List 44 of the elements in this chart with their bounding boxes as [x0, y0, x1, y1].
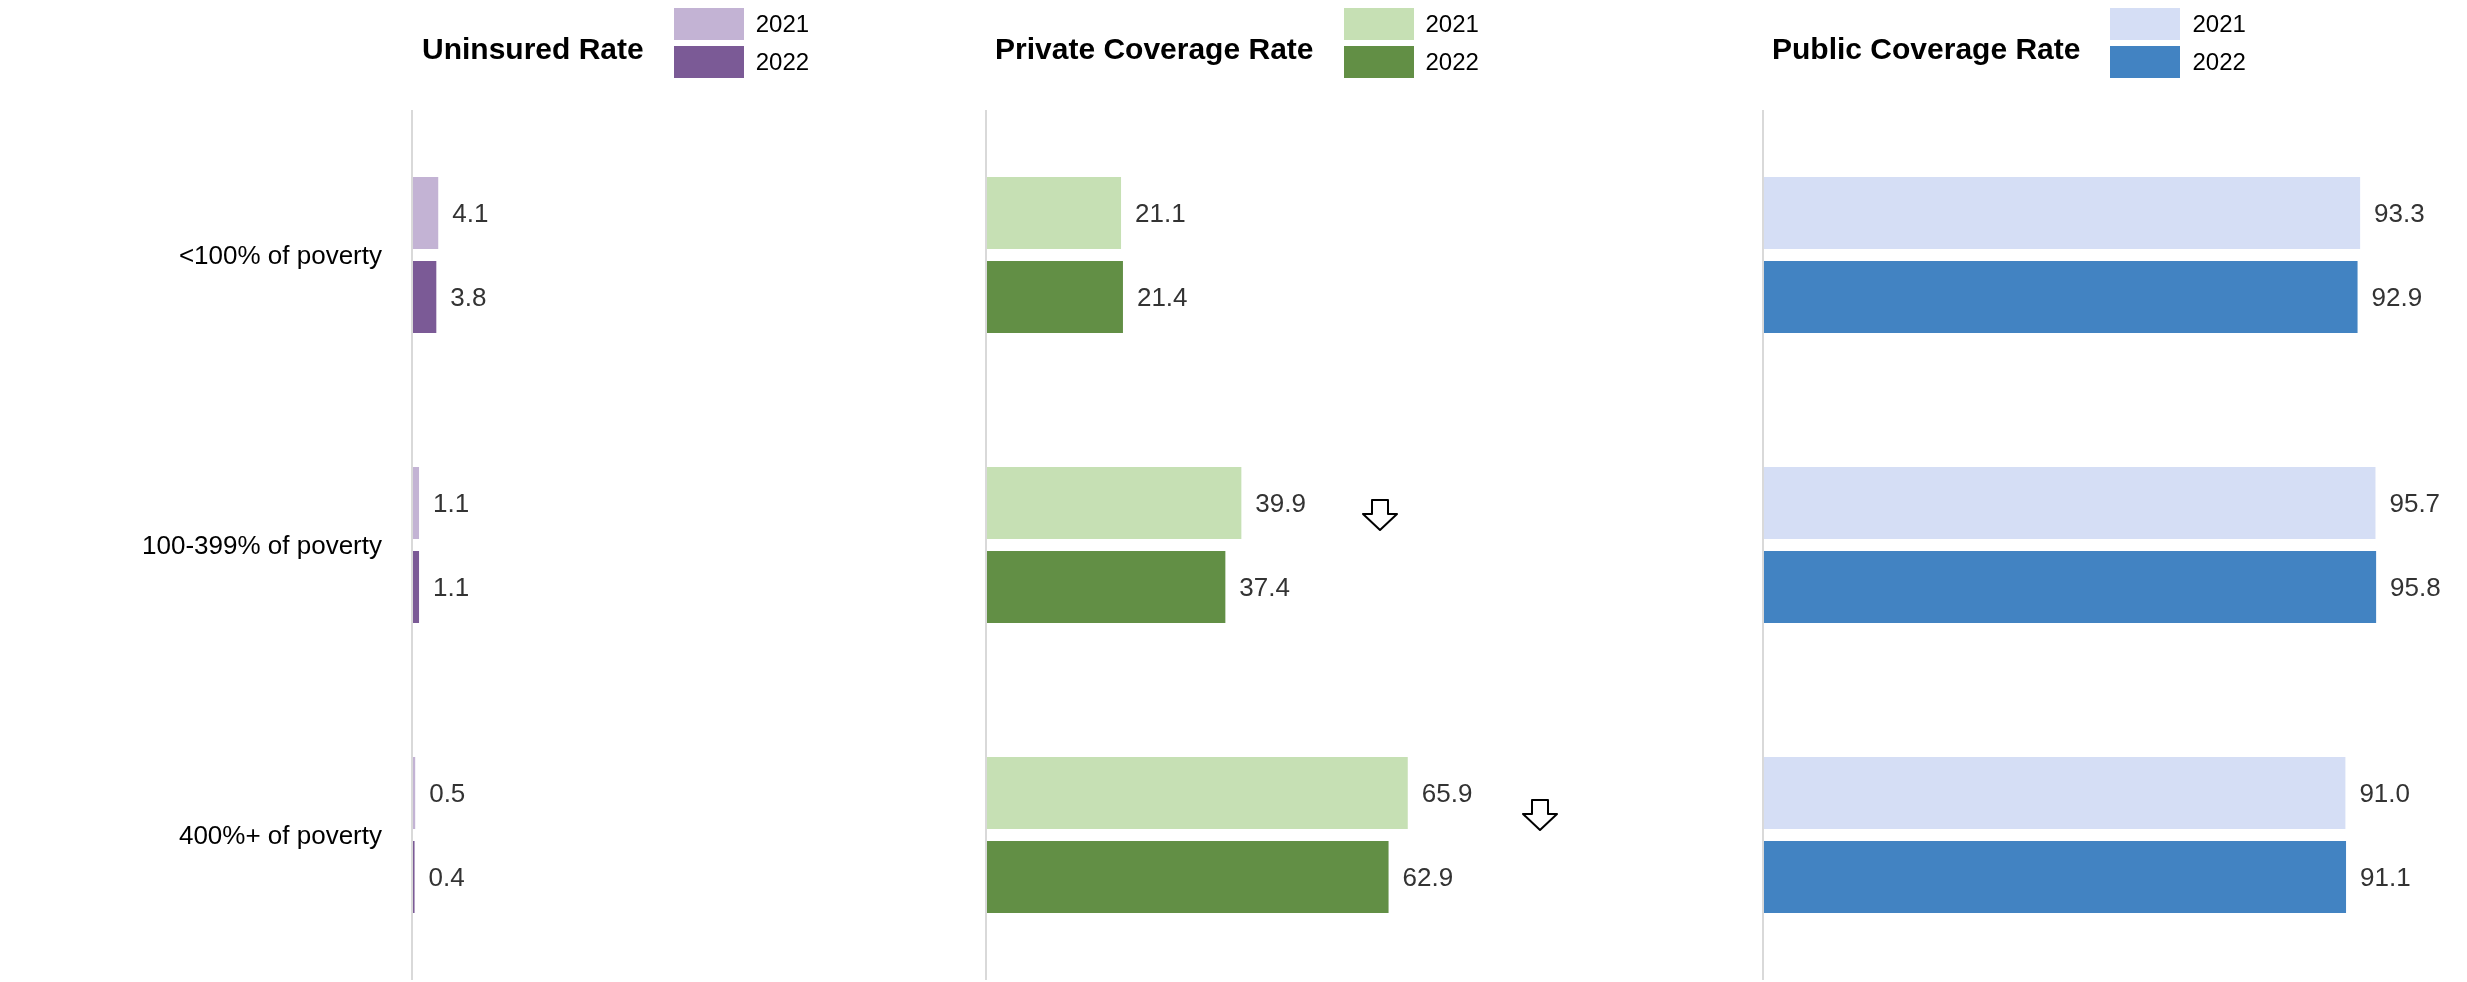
- bar: [1763, 841, 2347, 913]
- bar: [986, 551, 1226, 623]
- data-label: 93.3: [2374, 198, 2425, 229]
- bar: [1763, 757, 2346, 829]
- bar: [412, 177, 439, 249]
- y-tick-label: <100% of poverty: [178, 240, 382, 271]
- chart-title: Public Coverage Rate: [1772, 32, 2081, 66]
- data-label: 1.1: [433, 488, 470, 519]
- legend-label: 2021: [2192, 10, 2246, 38]
- data-label: 62.9: [1402, 862, 1454, 893]
- data-label: 95.8: [2390, 572, 2441, 603]
- data-label: 21.4: [1136, 282, 1188, 313]
- legend-label: 2022: [2192, 48, 2246, 76]
- bar: [1763, 551, 2377, 623]
- bar: [986, 467, 1242, 539]
- bar: [1763, 467, 2376, 539]
- y-tick-label: 100-399% of poverty: [142, 530, 382, 561]
- data-label: 4.1: [452, 198, 489, 229]
- legend-label: 2021: [755, 10, 810, 38]
- data-label: 1.1: [433, 572, 470, 603]
- bar: [986, 757, 1408, 829]
- bar: [1763, 261, 2358, 333]
- text: Uninsured Rate: [422, 32, 644, 66]
- data-label: 92.9: [2371, 282, 2423, 313]
- bar: [1763, 177, 2361, 249]
- bar: [412, 261, 437, 333]
- bar: [986, 177, 1122, 249]
- legend-label: 2021: [1425, 10, 1479, 38]
- legend-label: 2022: [755, 48, 810, 76]
- y-tick-label: 400%+ of poverty: [178, 820, 382, 851]
- data-label: 91.0: [2359, 778, 2411, 809]
- data-label: 65.9: [1421, 778, 1473, 809]
- chart-title: Private Coverage Rate: [995, 32, 1314, 66]
- data-label: 39.9: [1255, 488, 1306, 519]
- data-label: 0.4: [428, 862, 465, 893]
- data-label: 91.1: [2360, 862, 2411, 893]
- data-label: 37.4: [1239, 572, 1290, 603]
- data-label: 21.1: [1135, 198, 1186, 229]
- data-label: 3.8: [450, 282, 487, 313]
- data-label: 0.5: [429, 778, 466, 809]
- bar: [986, 841, 1389, 913]
- bar: [986, 261, 1123, 333]
- legend-label: 2022: [1425, 48, 1479, 76]
- data-label: 95.7: [2389, 488, 2441, 519]
